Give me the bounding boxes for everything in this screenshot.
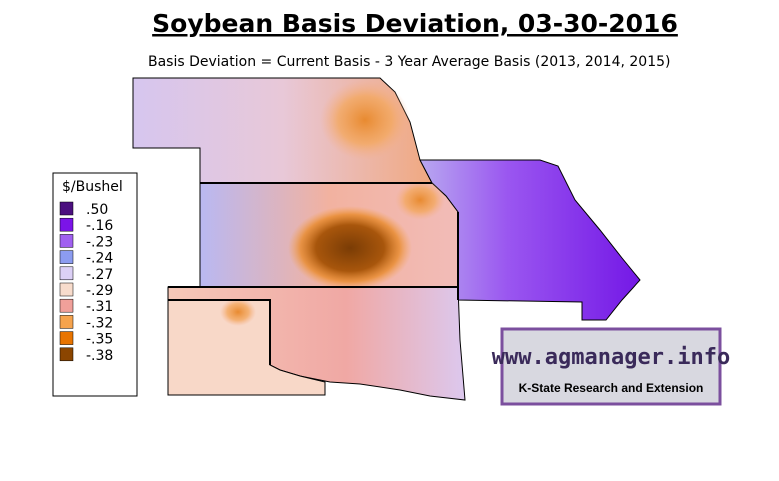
- legend-swatch: [59, 217, 74, 232]
- legend-swatch: [59, 315, 74, 329]
- legend-title: $/Bushel: [62, 179, 123, 195]
- legend-label: -.23: [86, 234, 113, 250]
- legend-label: .50: [86, 202, 108, 218]
- legend-items: .50-.16-.23-.24-.27-.29-.31-.32-.35-.38: [59, 201, 113, 364]
- legend-swatch: [59, 234, 74, 248]
- state-borders: [168, 182, 459, 365]
- subtitle: Basis Deviation = Current Basis - 3 Year…: [148, 54, 670, 70]
- logo-url: www.agmanager.info: [492, 345, 730, 370]
- legend-label: -.16: [86, 218, 113, 234]
- legend-label: -.38: [86, 348, 113, 364]
- legend-label: -.24: [86, 251, 113, 267]
- high-deviation-area: [288, 206, 412, 290]
- title: Soybean Basis Deviation, 03-30-2016: [152, 9, 678, 38]
- legend-label: -.32: [86, 315, 113, 331]
- logo-tagline: K-State Research and Extension: [519, 381, 704, 395]
- high-deviation-area: [320, 80, 410, 160]
- legend-label: -.29: [86, 283, 113, 299]
- legend-label: -.35: [86, 332, 113, 348]
- logo-box: [500, 327, 722, 406]
- legend-swatch: [59, 250, 74, 264]
- legend-swatch: [59, 201, 74, 216]
- legend-label: -.27: [86, 267, 113, 283]
- legend-label: -.31: [86, 299, 113, 315]
- legend-swatch: [59, 266, 74, 281]
- high-deviation-area: [395, 180, 445, 220]
- legend-swatch: [59, 347, 74, 362]
- legend-swatch: [59, 298, 74, 313]
- high-deviation-area: [220, 298, 256, 326]
- legend-swatch: [59, 282, 74, 297]
- legend-swatch: [59, 331, 74, 345]
